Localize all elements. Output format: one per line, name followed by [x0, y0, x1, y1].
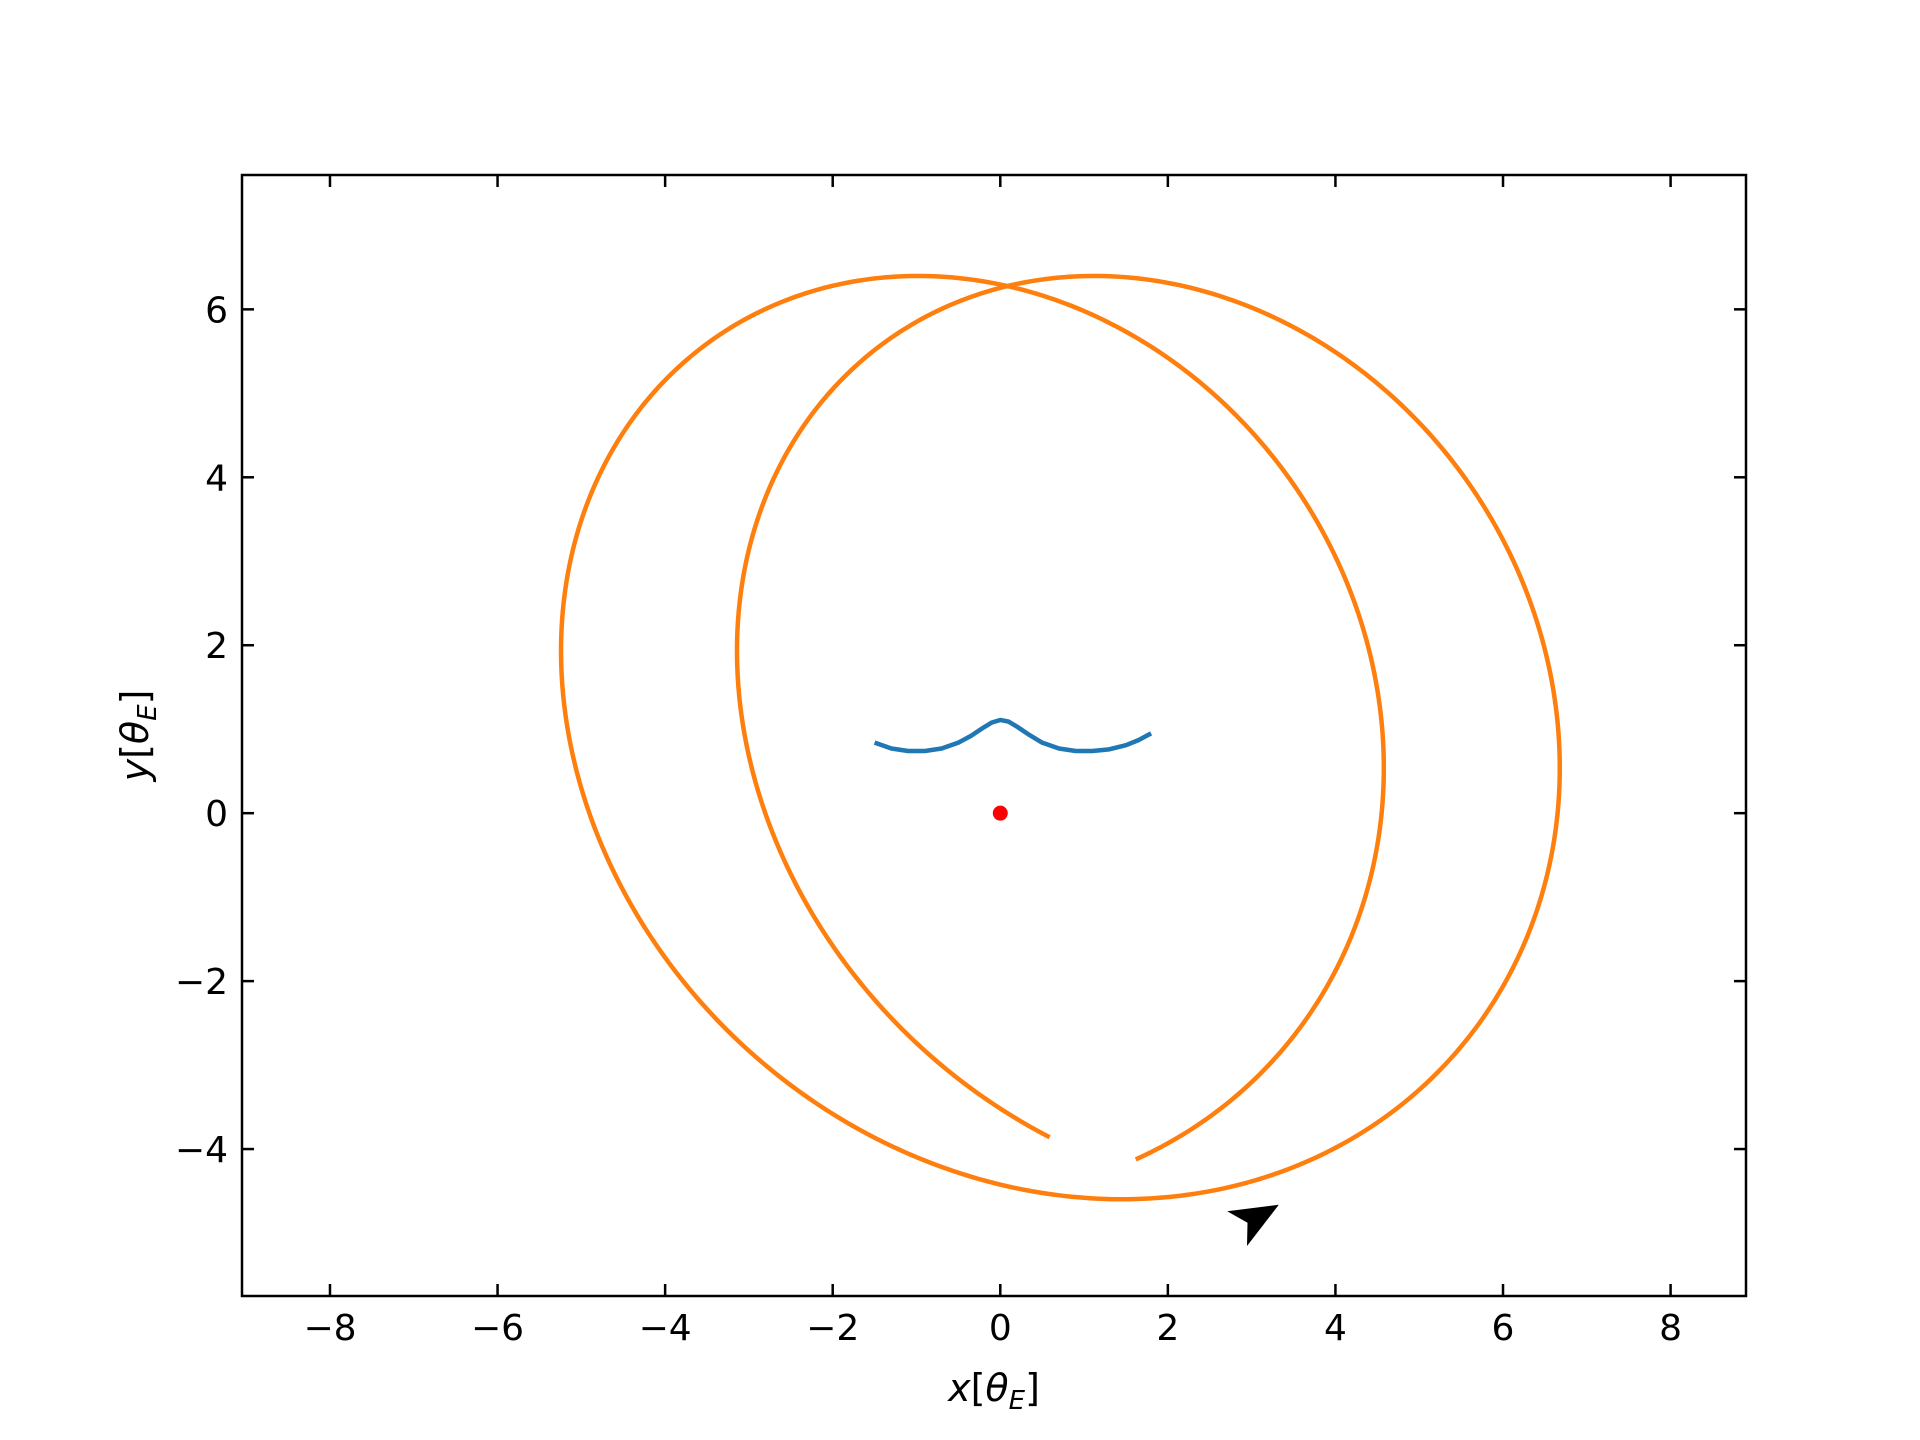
y-tick-label: 4	[205, 458, 228, 499]
x-tick-label: 8	[1659, 1308, 1682, 1349]
x-tick-label: −2	[806, 1308, 859, 1349]
y-axis-label: y[θE]	[113, 690, 163, 783]
y-tick-label: −4	[175, 1130, 228, 1171]
direction-arrow	[1227, 1204, 1279, 1246]
y-tick-label: −2	[175, 962, 228, 1003]
x-axis-label: x[θE]	[947, 1366, 1040, 1416]
series-line-0	[558, 273, 1563, 1202]
y-tick-label: 2	[205, 626, 228, 667]
plot-content	[558, 273, 1563, 1246]
x-tick-label: −8	[303, 1308, 356, 1349]
plot-frame	[240, 173, 1748, 1298]
x-tick-label: 2	[1156, 1308, 1179, 1349]
x-tick-label: −4	[639, 1308, 692, 1349]
ticks	[242, 175, 1746, 1296]
y-tick-label: 6	[205, 290, 228, 331]
x-tick-label: 4	[1324, 1308, 1347, 1349]
x-tick-label: 0	[989, 1308, 1012, 1349]
data-point	[992, 805, 1008, 821]
tick-labels: −8 −6 −4 −2 0 2 4 6 8 −4 −2 0 2 4 6	[175, 290, 1682, 1349]
x-tick-label: −6	[471, 1308, 524, 1349]
series-line-1	[873, 717, 1153, 754]
y-tick-label: 0	[205, 794, 228, 835]
x-tick-label: 6	[1492, 1308, 1515, 1349]
